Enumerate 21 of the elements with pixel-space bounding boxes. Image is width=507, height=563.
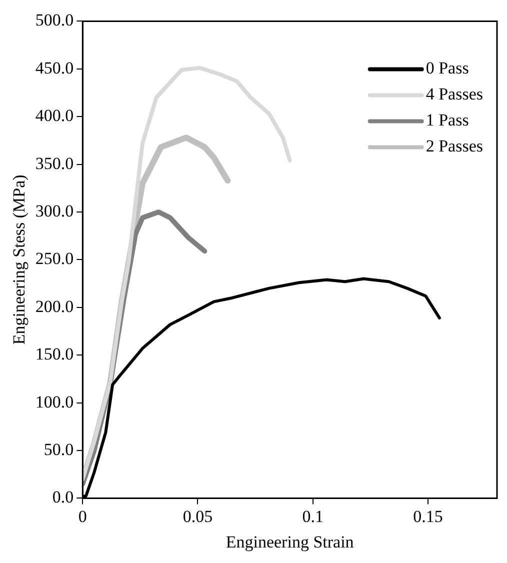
legend-label: 0 Pass — [426, 58, 469, 78]
y-tick-label: 500.0 — [35, 10, 74, 30]
legend-label: 4 Passes — [426, 84, 484, 104]
y-tick-label: 450.0 — [35, 58, 74, 78]
y-tick-label: 350.0 — [35, 154, 74, 173]
x-tick-label: 0.05 — [182, 506, 213, 526]
x-axis-title: Engineering Strain — [226, 532, 354, 552]
y-tick-label: 50.0 — [44, 440, 74, 459]
y-tick-label: 400.0 — [35, 106, 74, 126]
y-tick-label: 250.0 — [35, 249, 74, 268]
x-tick-label: 0.15 — [413, 506, 443, 526]
y-tick-label: 100.0 — [35, 392, 74, 412]
x-tick-label: 0.1 — [302, 506, 324, 526]
y-axis-title: Engineering Stess (MPa) — [10, 174, 29, 345]
y-tick-label: 0.0 — [52, 488, 74, 507]
y-tick-label: 150.0 — [35, 344, 74, 364]
legend-label: 1 Pass — [426, 110, 469, 130]
y-tick-label: 300.0 — [35, 201, 74, 220]
x-tick-label: 0 — [78, 506, 87, 526]
y-tick-label: 200.0 — [35, 296, 74, 316]
legend-label: 2 Passes — [426, 136, 484, 156]
